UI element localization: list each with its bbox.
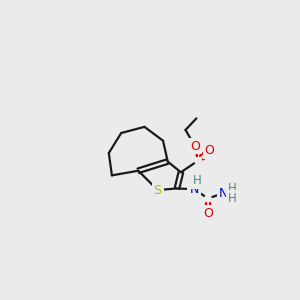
Text: H: H xyxy=(193,174,202,187)
Text: H: H xyxy=(228,182,236,195)
Text: O: O xyxy=(203,207,213,220)
Text: S: S xyxy=(154,184,162,196)
Text: O: O xyxy=(205,144,214,157)
Text: N: N xyxy=(189,183,199,196)
Text: O: O xyxy=(190,140,200,153)
Text: H: H xyxy=(228,192,236,205)
Text: N: N xyxy=(219,187,228,200)
